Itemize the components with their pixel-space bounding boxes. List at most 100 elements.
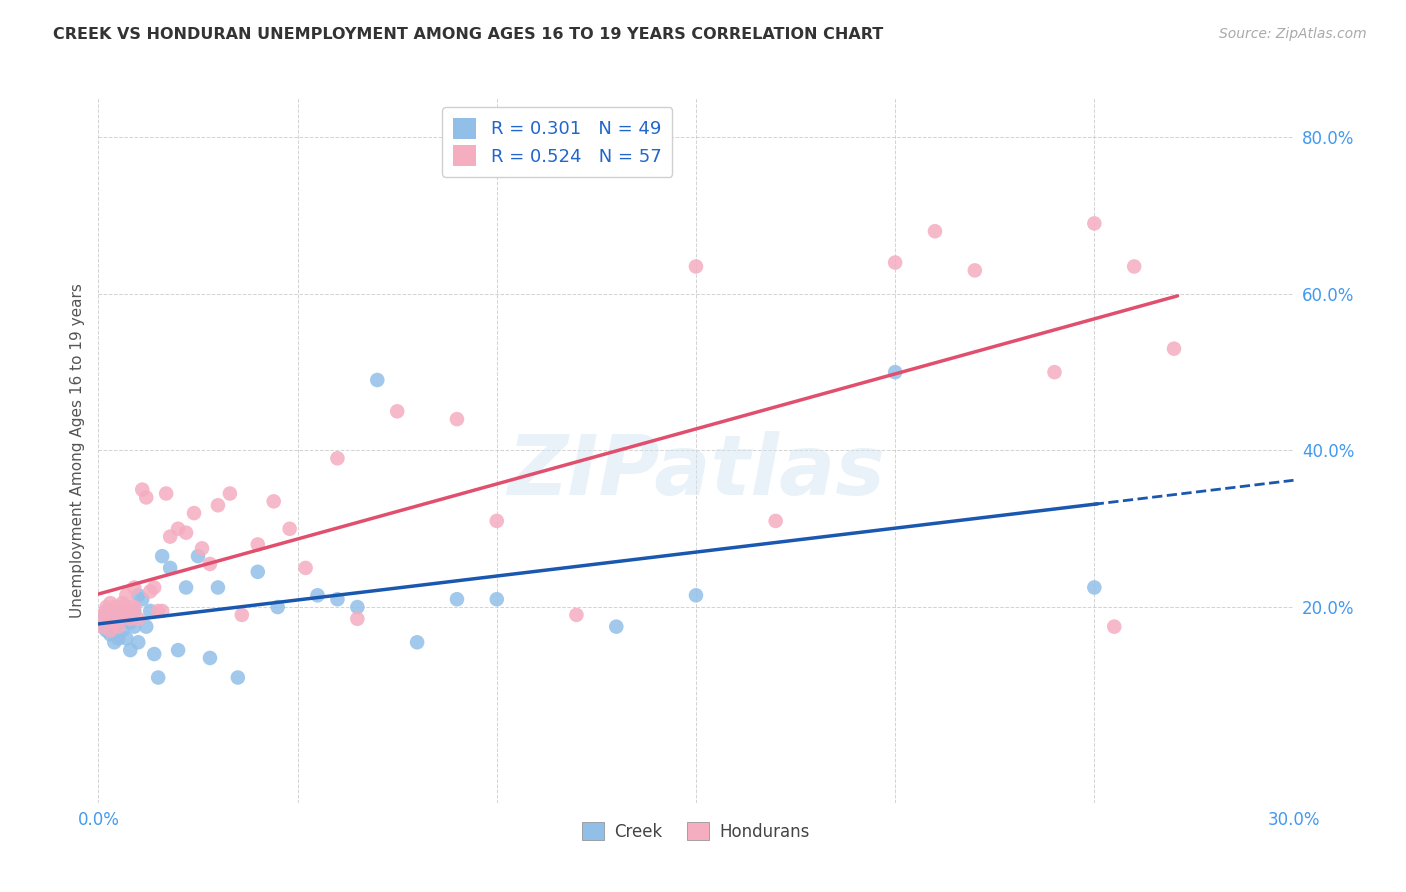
Point: [565, 607, 588, 622]
Point: [96, 612, 118, 626]
Point: [1163, 342, 1185, 356]
Point: [167, 643, 190, 657]
Point: [148, 604, 170, 618]
Point: [127, 635, 149, 649]
Point: [131, 483, 153, 497]
Point: [198, 651, 221, 665]
Y-axis label: Unemployment Among Ages 16 to 19 years: Unemployment Among Ages 16 to 19 years: [69, 283, 84, 618]
Point: [307, 588, 329, 602]
Text: ZIPatlas: ZIPatlas: [508, 431, 884, 512]
Point: [107, 612, 129, 626]
Point: [135, 619, 157, 633]
Point: [1083, 216, 1105, 230]
Point: [485, 514, 508, 528]
Point: [385, 404, 409, 418]
Point: [131, 592, 153, 607]
Point: [124, 604, 146, 618]
Point: [98, 627, 122, 641]
Point: [111, 607, 134, 622]
Point: [115, 588, 138, 602]
Point: [98, 624, 122, 638]
Point: [765, 514, 787, 528]
Point: [246, 565, 269, 579]
Point: [120, 615, 142, 630]
Point: [174, 581, 197, 595]
Point: [107, 632, 129, 646]
Point: [96, 624, 118, 638]
Point: [115, 604, 138, 618]
Point: [605, 619, 627, 633]
Point: [685, 588, 707, 602]
Point: [139, 584, 162, 599]
Point: [124, 600, 146, 615]
Text: Source: ZipAtlas.com: Source: ZipAtlas.com: [1219, 27, 1367, 41]
Point: [127, 588, 149, 602]
Point: [98, 604, 122, 618]
Point: [278, 522, 301, 536]
Point: [207, 498, 229, 512]
Point: [1123, 260, 1146, 274]
Point: [150, 549, 173, 564]
Point: [115, 632, 138, 646]
Point: [346, 612, 368, 626]
Point: [98, 615, 122, 630]
Point: [124, 581, 146, 595]
Point: [1043, 365, 1066, 379]
Point: [91, 607, 114, 622]
Point: [135, 491, 157, 505]
Point: [174, 525, 197, 540]
Point: [107, 615, 129, 630]
Point: [207, 581, 229, 595]
Point: [159, 530, 181, 544]
Point: [346, 600, 368, 615]
Point: [446, 592, 468, 607]
Point: [924, 224, 946, 238]
Point: [91, 619, 114, 633]
Text: CREEK VS HONDURAN UNEMPLOYMENT AMONG AGES 16 TO 19 YEARS CORRELATION CHART: CREEK VS HONDURAN UNEMPLOYMENT AMONG AGE…: [53, 27, 884, 42]
Point: [98, 612, 122, 626]
Point: [446, 412, 468, 426]
Point: [127, 612, 149, 626]
Point: [226, 671, 249, 685]
Point: [150, 604, 173, 618]
Point: [120, 600, 142, 615]
Point: [115, 604, 138, 618]
Point: [148, 671, 170, 685]
Point: [685, 260, 707, 274]
Point: [111, 596, 134, 610]
Point: [187, 549, 209, 564]
Point: [103, 635, 125, 649]
Point: [366, 373, 388, 387]
Point: [120, 643, 142, 657]
Point: [96, 604, 118, 618]
Point: [884, 255, 907, 269]
Point: [485, 592, 508, 607]
Point: [124, 619, 146, 633]
Point: [91, 612, 114, 626]
Point: [107, 600, 129, 615]
Point: [111, 624, 134, 638]
Point: [963, 263, 986, 277]
Point: [267, 600, 290, 615]
Legend: Creek, Hondurans: Creek, Hondurans: [576, 816, 815, 847]
Point: [231, 607, 253, 622]
Point: [326, 592, 349, 607]
Point: [98, 596, 122, 610]
Point: [406, 635, 429, 649]
Point: [198, 557, 221, 571]
Point: [155, 486, 177, 500]
Point: [143, 581, 166, 595]
Point: [111, 607, 134, 622]
Point: [103, 624, 125, 638]
Point: [139, 604, 162, 618]
Point: [1104, 619, 1126, 633]
Point: [1083, 581, 1105, 595]
Point: [246, 537, 269, 551]
Point: [191, 541, 214, 556]
Point: [103, 615, 125, 630]
Point: [91, 619, 114, 633]
Point: [103, 607, 125, 622]
Point: [120, 612, 142, 626]
Point: [183, 506, 205, 520]
Point: [96, 600, 118, 615]
